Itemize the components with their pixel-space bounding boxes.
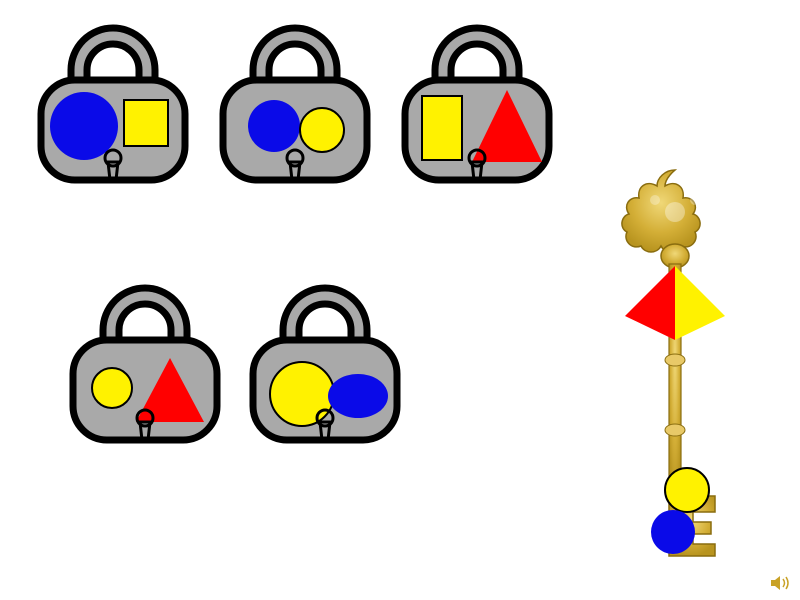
- lock-3[interactable]: [392, 10, 562, 215]
- shape-rect-yellow: [422, 96, 462, 160]
- key-panel[interactable]: [565, 160, 785, 590]
- lock-2[interactable]: [210, 10, 380, 215]
- shape-circle-yellow: [665, 468, 709, 512]
- shape-ellipse-blue: [328, 374, 388, 418]
- lock-1[interactable]: [28, 10, 198, 215]
- shape-circle-blue: [248, 100, 300, 152]
- shape-circle-blue: [651, 510, 695, 554]
- shackle: [435, 28, 519, 80]
- shape-circle-yellow: [270, 362, 334, 426]
- shackle: [71, 28, 155, 80]
- shape-circle-blue: [50, 92, 118, 160]
- shape-circle-yellow: [92, 368, 132, 408]
- lock-5[interactable]: [240, 270, 410, 475]
- shape-triangle-red: [625, 266, 675, 340]
- lock-4[interactable]: [60, 270, 230, 475]
- shackle: [253, 28, 337, 80]
- shape-circle-yellow: [300, 108, 344, 152]
- shackle: [283, 288, 367, 340]
- puzzle-canvas: [0, 0, 800, 600]
- shackle: [103, 288, 187, 340]
- shape-triangle-yellow: [675, 266, 725, 340]
- shape-square-yellow: [124, 100, 168, 146]
- speaker-icon[interactable]: [770, 574, 792, 592]
